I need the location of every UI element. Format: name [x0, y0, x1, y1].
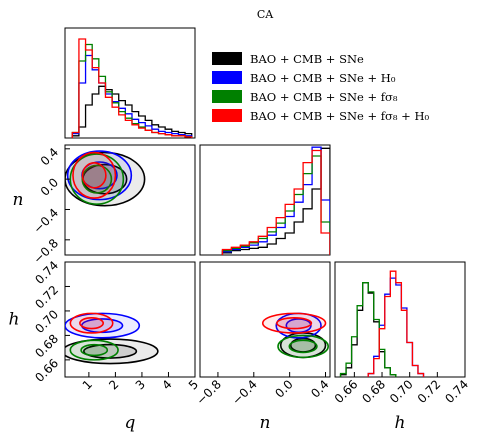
tick-label-n-left: 0.0 — [38, 175, 61, 198]
contour-outer-series-3 — [72, 151, 117, 199]
tick-label-q-bottom: 5 — [186, 377, 201, 392]
legend-swatch-3 — [212, 109, 242, 122]
xlabel-q: q — [125, 413, 136, 433]
histogram-series-3 — [367, 270, 425, 377]
contour-panel-q_n — [65, 150, 146, 207]
tick-label-h-bottom: 0.72 — [415, 377, 444, 406]
legend-label-3: BAO + CMB + SNe + fσ₈ + H₀ — [250, 109, 429, 123]
panel-frame-2-1 — [199, 261, 331, 378]
tick-label-n-bottom: −0.8 — [194, 377, 225, 408]
tick-label-n-left: −0.8 — [31, 236, 62, 267]
tick-label-q-bottom: 4 — [159, 377, 174, 392]
panel-frame-1-0 — [64, 144, 196, 256]
tick-label-h-bottom: 0.66 — [332, 377, 361, 406]
tick-label-q-bottom: 2 — [106, 377, 121, 392]
contour-inner-series-2 — [80, 343, 109, 357]
xlabel-n: n — [260, 413, 271, 433]
contour-outer-series-3 — [261, 312, 327, 334]
contour-panel-q_h — [65, 312, 159, 365]
histogram-series-2 — [339, 282, 397, 377]
panel-frame-2-0 — [64, 261, 196, 378]
tick-label-n-bottom: 0.0 — [272, 377, 295, 400]
legend-label-0: BAO + CMB + SNe — [250, 52, 364, 66]
contour-outer-series-1 — [66, 150, 133, 201]
tick-label-h-bottom: 0.68 — [359, 377, 388, 406]
tick-label-n-left: −0.4 — [31, 206, 62, 237]
legend-label-1: BAO + CMB + SNe + H₀ — [250, 71, 396, 85]
panel-frame-2-2 — [334, 261, 466, 378]
tick-label-n-left: 0.4 — [38, 145, 61, 168]
contour-outer-series-2 — [277, 334, 330, 359]
plot-title: CA — [257, 8, 274, 21]
legend-swatch-0 — [212, 52, 242, 65]
contour-panel-n_h — [261, 312, 330, 359]
histogram-series-0 — [221, 147, 330, 255]
contour-inner-series-2 — [288, 339, 318, 354]
tick-label-h-left: 0.66 — [32, 356, 61, 385]
contour-outer-series-2 — [69, 339, 119, 361]
contour-inner-series-3 — [81, 162, 107, 189]
contour-outer-series-3 — [69, 312, 114, 334]
histogram-panel-q — [71, 38, 193, 138]
tick-label-n-bottom: 0.4 — [308, 377, 331, 400]
legend: BAO + CMB + SNe BAO + CMB + SNe + H₀ BAO +… — [212, 52, 429, 123]
histogram-series-3 — [221, 149, 330, 255]
histogram-series-0 — [71, 85, 193, 138]
legend-swatch-1 — [212, 71, 242, 84]
xlabel-h: h — [395, 413, 406, 433]
histogram-series-3 — [71, 38, 193, 138]
contour-inner-series-3 — [79, 316, 105, 330]
tick-label-h-left: 0.70 — [32, 307, 61, 336]
tick-label-h-left: 0.72 — [32, 283, 61, 312]
panel-frame-0-0 — [64, 27, 196, 139]
tick-label-q-bottom: 3 — [133, 377, 148, 392]
ylabel-n: n — [13, 190, 24, 210]
contour-inner-series-3 — [276, 316, 313, 330]
histogram-panel-h — [339, 270, 425, 377]
tick-label-h-bottom: 0.70 — [387, 377, 416, 406]
legend-label-2: BAO + CMB + SNe + fσ₈ — [250, 90, 398, 104]
tick-label-h-bottom: 0.74 — [442, 377, 471, 406]
tick-label-n-bottom: −0.4 — [229, 377, 260, 408]
histogram-series-1 — [367, 277, 425, 377]
tick-label-h-left: 0.68 — [32, 332, 61, 361]
histogram-panel-n — [221, 146, 330, 255]
contour-outer-series-2 — [69, 153, 125, 205]
tick-label-q-bottom: 1 — [80, 377, 95, 392]
histogram-series-1 — [71, 54, 193, 138]
ylabel-h: h — [9, 310, 20, 330]
legend-swatch-2 — [212, 90, 242, 103]
